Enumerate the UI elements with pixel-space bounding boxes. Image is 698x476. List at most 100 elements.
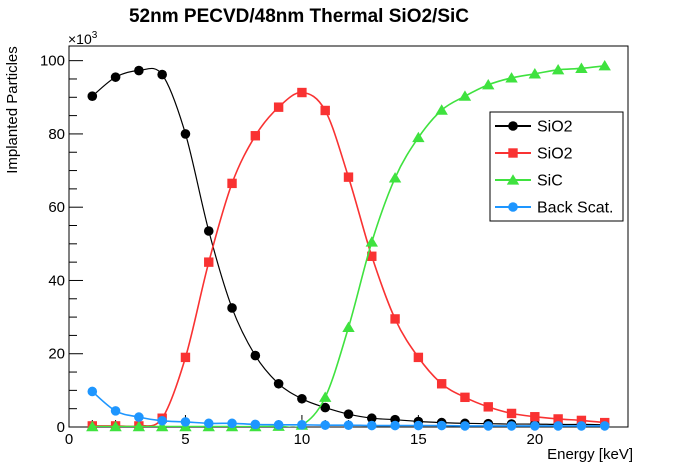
data-point-triangle	[342, 321, 355, 332]
data-point-triangle	[482, 79, 495, 90]
data-point-square	[343, 172, 354, 182]
data-point-circle	[297, 393, 307, 404]
y-axis-ticks	[69, 60, 83, 410]
data-point-square	[460, 392, 470, 403]
data-point-square	[413, 352, 424, 363]
x-tick-label: 0	[65, 431, 73, 448]
data-point-circle	[576, 421, 587, 431]
data-point-circle	[460, 421, 470, 431]
data-point-triangle	[506, 174, 520, 185]
data-point-circle	[508, 121, 518, 131]
data-point-circle	[436, 420, 447, 431]
data-point-circle	[273, 378, 284, 389]
data-point-circle	[599, 421, 610, 431]
data-point-circle	[320, 420, 331, 430]
legend: SiO2 SiO2 SiC Back Scat.	[489, 111, 624, 222]
data-point-triangle	[575, 62, 588, 73]
y-tick-label: 0	[57, 419, 65, 436]
y-axis-multiplier-base: ×10	[68, 31, 92, 47]
y-axis-labels: 0 20 40 60 80 100	[40, 53, 65, 436]
y-tick-label: 20	[48, 346, 65, 363]
data-point-circle	[366, 420, 377, 431]
data-point-circle	[203, 418, 214, 429]
legend-entry-back-scat: Back Scat.	[495, 200, 613, 217]
data-point-circle	[110, 72, 121, 82]
data-point-circle	[134, 412, 144, 422]
data-point-circle	[180, 417, 191, 427]
data-point-circle	[227, 303, 237, 313]
data-point-square	[508, 148, 518, 158]
data-point-triangle	[109, 420, 122, 432]
legend-entry-sio2: SiO2	[495, 146, 573, 163]
data-point-square	[530, 412, 540, 422]
chart-title: 52nm PECVD/48nm Thermal SiO2/SiC	[129, 6, 469, 27]
y-tick-label: 80	[48, 126, 65, 143]
x-tick-label: 10	[294, 431, 311, 448]
y-axis-multiplier: ×103	[68, 30, 98, 47]
y-axis-title: Implanted Particles	[4, 46, 21, 174]
data-point-circle	[553, 421, 563, 431]
plot-frame-border	[68, 45, 629, 428]
legend-entry-sio2: SiO2	[495, 119, 573, 136]
data-point-circle	[250, 350, 261, 361]
data-point-circle	[297, 420, 307, 430]
x-axis-labels: 0 5 10 15 20	[65, 431, 543, 448]
y-tick-label: 100	[40, 53, 65, 70]
data-point-square	[204, 257, 214, 267]
data-point-triangle	[458, 90, 472, 101]
data-point-square	[390, 314, 400, 324]
data-point-triangle	[412, 131, 425, 143]
data-point-circle	[530, 421, 540, 431]
plot-frame	[68, 45, 629, 428]
y-tick-label: 60	[48, 199, 65, 216]
x-tick-label: 5	[181, 431, 189, 448]
data-point-circle	[390, 420, 400, 431]
data-point-triangle	[598, 59, 611, 71]
data-point-triangle	[551, 64, 565, 75]
data-point-square	[506, 408, 517, 419]
data-point-square	[227, 178, 237, 189]
y-axis-multiplier-exp: 3	[92, 30, 98, 41]
data-point-triangle	[155, 420, 169, 432]
data-point-circle	[366, 413, 377, 424]
data-point-circle	[506, 421, 517, 431]
series-back-scat-circle	[87, 386, 610, 431]
data-point-circle	[483, 421, 494, 431]
data-point-circle	[343, 420, 354, 430]
data-point-circle	[227, 418, 237, 429]
y-tick-label: 40	[48, 272, 65, 289]
data-point-square	[553, 414, 563, 424]
data-point-circle	[508, 202, 518, 212]
data-point-square	[250, 131, 261, 141]
data-point-square	[273, 102, 284, 112]
legend-label-back-scat: Back Scat.	[537, 200, 613, 217]
data-point-square	[297, 87, 307, 98]
data-point-circle	[180, 129, 191, 139]
x-axis-title: Energy [keV]	[547, 446, 633, 463]
data-point-circle	[110, 406, 121, 416]
data-point-circle	[87, 386, 98, 397]
data-point-square	[367, 251, 377, 261]
legend-label-sic: SiC	[537, 173, 563, 190]
data-point-triangle	[435, 104, 448, 115]
data-point-circle	[203, 226, 214, 236]
data-point-square	[180, 352, 191, 363]
legend-label-sio2: SiO2	[537, 146, 573, 163]
legend-entry-sic: SiC	[495, 173, 563, 190]
data-point-triangle	[388, 172, 402, 183]
data-point-circle	[157, 415, 167, 426]
series-group	[86, 59, 611, 432]
data-point-circle	[157, 69, 167, 80]
data-point-triangle	[86, 420, 99, 432]
data-point-circle	[413, 420, 424, 431]
data-point-circle	[87, 91, 98, 101]
data-point-circle	[134, 65, 144, 76]
data-point-square	[320, 105, 330, 116]
data-point-triangle	[132, 420, 146, 432]
data-point-circle	[273, 420, 284, 430]
data-point-triangle	[365, 236, 378, 247]
legend-label-sio2: SiO2	[537, 119, 573, 136]
data-point-triangle	[528, 68, 542, 79]
